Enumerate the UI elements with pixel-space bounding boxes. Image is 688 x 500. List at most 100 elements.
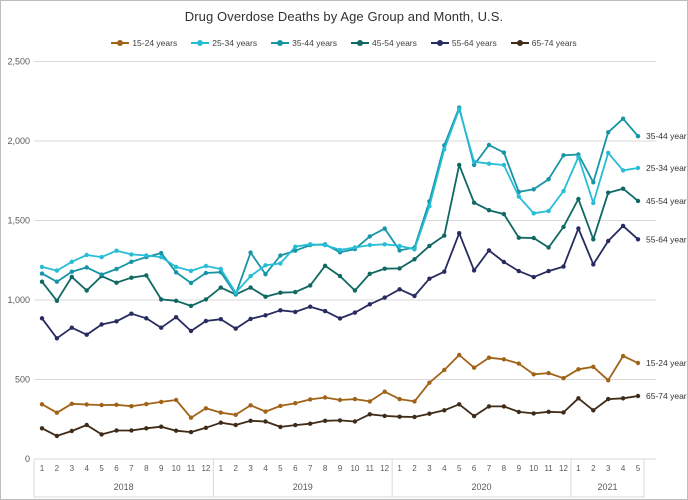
data-point-marker xyxy=(561,224,566,230)
data-point-marker xyxy=(546,208,551,214)
x-axis-month-label: 5 xyxy=(636,464,641,473)
data-point-marker xyxy=(84,252,89,258)
data-point-marker xyxy=(486,142,492,148)
data-point-marker xyxy=(382,295,387,300)
data-point-marker xyxy=(576,196,581,202)
data-point-marker xyxy=(144,316,149,321)
data-point-marker xyxy=(293,309,298,315)
data-point-marker xyxy=(486,248,492,253)
data-point-marker xyxy=(114,319,119,324)
data-point-marker xyxy=(606,190,611,195)
data-point-marker xyxy=(516,235,521,240)
data-point-marker xyxy=(278,253,283,258)
data-point-marker xyxy=(412,257,417,262)
x-axis-month-label: 4 xyxy=(442,464,447,473)
data-point-marker xyxy=(606,378,611,383)
data-point-marker xyxy=(635,360,641,366)
data-point-marker xyxy=(576,367,581,372)
data-point-marker xyxy=(233,290,238,295)
series-end-label: 35-44 years xyxy=(646,131,688,141)
data-point-marker xyxy=(39,279,45,284)
data-point-marker xyxy=(352,310,358,315)
data-point-marker xyxy=(278,424,283,430)
data-point-marker xyxy=(635,237,641,242)
data-point-marker xyxy=(397,414,402,419)
legend-label: 15-24 years xyxy=(132,38,178,48)
data-point-marker xyxy=(501,404,507,409)
data-point-marker xyxy=(69,401,75,406)
data-point-marker xyxy=(382,413,387,419)
data-point-marker xyxy=(39,426,45,431)
data-point-marker xyxy=(591,200,596,206)
data-point-marker xyxy=(620,186,626,191)
data-point-marker xyxy=(308,283,313,288)
data-point-marker xyxy=(427,411,432,416)
x-axis-month-label: 10 xyxy=(172,464,181,473)
x-axis-month-label: 8 xyxy=(502,464,507,473)
data-point-marker xyxy=(322,263,328,268)
data-point-marker xyxy=(99,322,104,327)
data-point-marker xyxy=(397,287,402,292)
data-point-marker xyxy=(546,268,551,274)
legend-marker-dot-icon xyxy=(357,40,363,46)
data-point-marker xyxy=(501,162,507,168)
data-point-marker xyxy=(144,273,149,278)
x-axis-month-label: 3 xyxy=(248,464,253,473)
data-point-marker xyxy=(248,273,253,279)
data-point-marker xyxy=(218,285,223,290)
legend-marker-icon xyxy=(351,40,369,46)
x-axis-month-label: 6 xyxy=(114,464,119,473)
legend-marker-icon xyxy=(510,40,529,46)
series-line xyxy=(41,163,639,307)
data-point-marker xyxy=(159,424,164,429)
data-point-marker xyxy=(203,297,209,302)
data-point-marker xyxy=(367,242,372,248)
data-point-marker xyxy=(442,367,447,373)
data-point-marker xyxy=(531,211,536,216)
x-axis-month-label: 3 xyxy=(606,464,611,473)
data-point-marker xyxy=(84,288,89,293)
data-point-marker xyxy=(471,159,477,164)
data-point-marker xyxy=(471,268,477,273)
data-point-marker xyxy=(308,421,313,426)
series-15-24-years xyxy=(39,352,641,420)
data-point-marker xyxy=(620,116,626,121)
data-point-marker xyxy=(129,252,134,257)
data-point-marker xyxy=(173,397,179,403)
data-point-marker xyxy=(233,412,238,417)
data-point-marker xyxy=(114,402,119,407)
data-point-marker xyxy=(173,264,179,270)
data-point-marker xyxy=(54,298,60,303)
y-axis-tick-label: 2,000 xyxy=(7,136,30,146)
data-point-marker xyxy=(263,272,268,277)
x-axis-month-label: 7 xyxy=(487,464,492,473)
data-point-marker xyxy=(308,304,313,309)
data-point-marker xyxy=(367,412,372,417)
data-point-marker xyxy=(546,370,551,376)
data-point-marker xyxy=(471,413,477,419)
data-point-marker xyxy=(173,428,179,433)
data-point-marker xyxy=(54,279,60,284)
legend-item-15-24-years: 15-24 years xyxy=(111,38,177,48)
data-point-marker xyxy=(486,404,492,409)
data-point-marker xyxy=(159,297,164,302)
data-point-marker xyxy=(322,418,328,423)
data-point-marker xyxy=(69,325,75,330)
data-point-marker xyxy=(352,288,358,293)
data-point-marker xyxy=(293,422,298,428)
legend-item-45-54-years: 45-54 years xyxy=(351,38,417,48)
chart-title: Drug Overdose Deaths by Age Group and Mo… xyxy=(184,9,504,24)
data-point-marker xyxy=(531,274,536,280)
data-point-marker xyxy=(218,317,223,322)
data-point-marker xyxy=(382,389,387,394)
data-point-marker xyxy=(367,234,372,239)
series-55-64-years xyxy=(39,223,641,341)
series-end-label: 65-74 years xyxy=(646,391,688,401)
data-point-marker xyxy=(173,298,179,303)
series-65-74-years xyxy=(39,393,641,439)
legend-marker-icon xyxy=(111,40,130,46)
data-point-marker xyxy=(427,204,432,209)
x-axis-month-label: 6 xyxy=(472,464,477,473)
x-axis-month-label: 7 xyxy=(308,464,313,473)
data-point-marker xyxy=(635,165,641,171)
